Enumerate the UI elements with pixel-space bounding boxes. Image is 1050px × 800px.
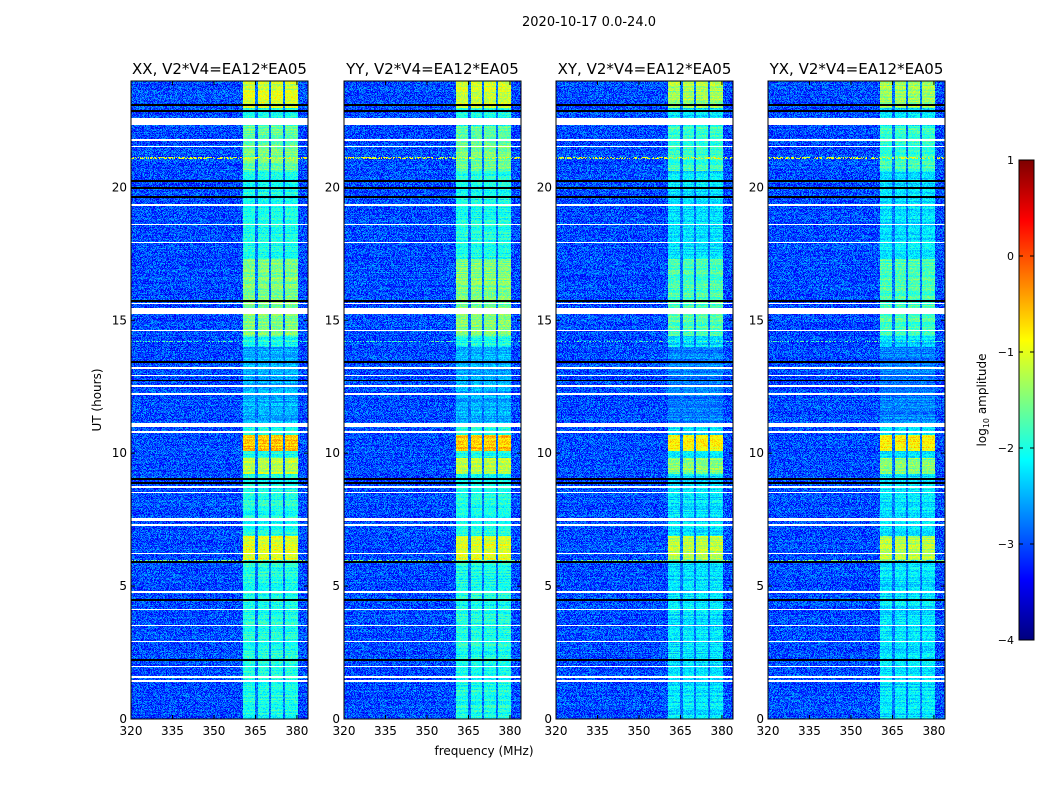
colorbar-tick-label: 1 — [1007, 154, 1014, 167]
x-tick-label: 335 — [586, 724, 609, 738]
y-tick-label: 10 — [325, 446, 340, 460]
panel-title: XX, V2*V4=EA12*EA05 — [132, 60, 307, 78]
y-tick-label: 15 — [325, 313, 340, 327]
panel-title: XY, V2*V4=EA12*EA05 — [558, 60, 732, 78]
colorbar-tick-label: −1 — [998, 346, 1014, 359]
heatmap-yy — [344, 81, 521, 719]
x-tick-label: 365 — [881, 724, 904, 738]
y-tick-label: 0 — [756, 712, 764, 726]
x-tick-label: 365 — [457, 724, 480, 738]
colorbar-frame — [1018, 159, 1035, 641]
colorbar-label: log10 amplitude — [975, 354, 991, 447]
x-tick-label: 350 — [416, 724, 439, 738]
y-tick-label: 10 — [112, 446, 127, 460]
x-tick-label: 350 — [840, 724, 863, 738]
y-tick-label: 10 — [537, 446, 552, 460]
panel-frame — [130, 80, 309, 720]
y-tick-label: 0 — [544, 712, 552, 726]
x-tick-label: 350 — [203, 724, 226, 738]
x-tick-label: 365 — [244, 724, 267, 738]
x-tick-label: 380 — [710, 724, 733, 738]
colorbar — [1019, 160, 1034, 640]
x-tick-label: 350 — [628, 724, 651, 738]
figure-title: 2020-10-17 0.0-24.0 — [522, 15, 656, 30]
heatmap-xx — [131, 81, 308, 719]
x-tick-label: 320 — [757, 724, 780, 738]
heatmap-yx — [768, 81, 945, 719]
x-tick-label: 380 — [285, 724, 308, 738]
y-tick-label: 0 — [119, 712, 127, 726]
x-tick-label: 380 — [498, 724, 521, 738]
x-tick-label: 320 — [333, 724, 356, 738]
y-tick-label: 5 — [544, 579, 552, 593]
y-tick-label: 15 — [112, 313, 127, 327]
panel-frame — [555, 80, 734, 720]
heatmap-xy — [556, 81, 733, 719]
x-tick-label: 335 — [161, 724, 184, 738]
y-tick-label: 10 — [749, 446, 764, 460]
y-axis-label: UT (hours) — [90, 368, 104, 431]
x-axis-label: frequency (MHz) — [434, 744, 533, 758]
y-tick-label: 5 — [332, 579, 340, 593]
colorbar-tick-label: 0 — [1007, 250, 1014, 263]
colorbar-tick-label: −2 — [998, 442, 1014, 455]
y-tick-label: 15 — [749, 313, 764, 327]
y-tick-label: 5 — [119, 579, 127, 593]
colorbar-tick-label: −3 — [998, 538, 1014, 551]
y-tick-label: 20 — [112, 180, 127, 194]
y-tick-label: 20 — [749, 180, 764, 194]
x-tick-label: 365 — [669, 724, 692, 738]
panel-title: YX, V2*V4=EA12*EA05 — [769, 60, 944, 78]
x-tick-label: 380 — [922, 724, 945, 738]
panel-frame — [767, 80, 946, 720]
x-tick-label: 320 — [120, 724, 143, 738]
y-tick-label: 5 — [756, 579, 764, 593]
y-tick-label: 20 — [325, 180, 340, 194]
y-tick-label: 15 — [537, 313, 552, 327]
y-tick-label: 0 — [332, 712, 340, 726]
y-tick-label: 20 — [537, 180, 552, 194]
panel-title: YY, V2*V4=EA12*EA05 — [345, 60, 519, 78]
colorbar-tick-label: −4 — [998, 634, 1014, 647]
x-tick-label: 335 — [798, 724, 821, 738]
x-tick-label: 335 — [374, 724, 397, 738]
panel-frame — [343, 80, 522, 720]
x-tick-label: 320 — [545, 724, 568, 738]
